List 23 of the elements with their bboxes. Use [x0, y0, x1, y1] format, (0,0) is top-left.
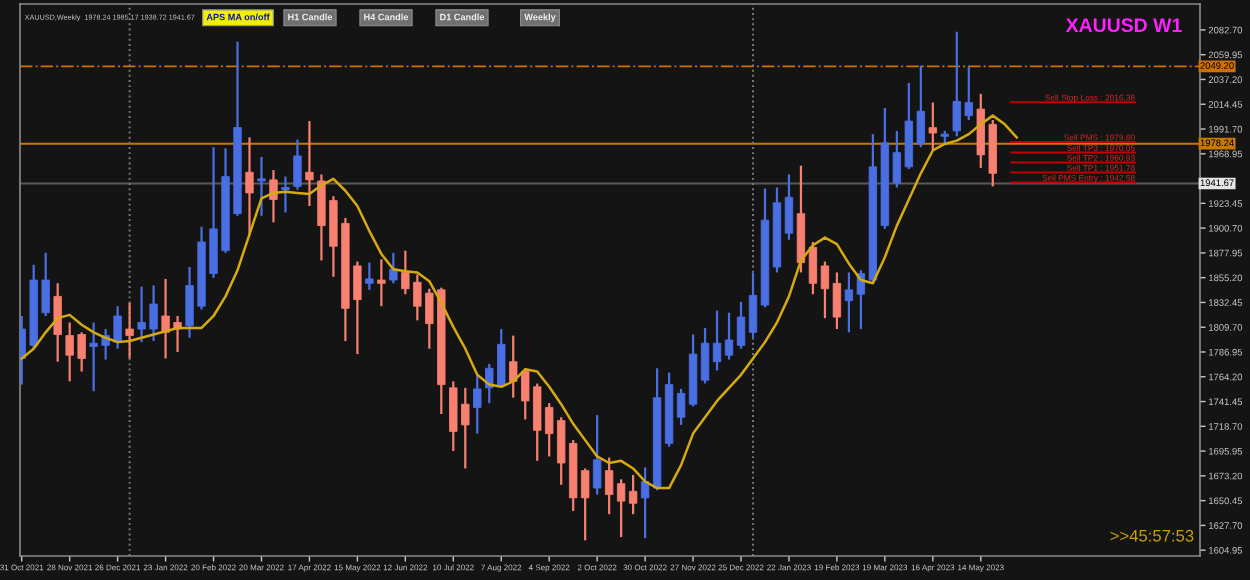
candlestick [724, 311, 734, 361]
candlestick [53, 282, 62, 363]
candlestick [257, 155, 266, 217]
candlestick [748, 271, 758, 339]
candlestick [365, 261, 374, 291]
candlestick [245, 136, 254, 237]
candlestick [281, 175, 290, 214]
candlestick [125, 301, 134, 360]
candlestick [808, 240, 818, 296]
candlestick [700, 326, 710, 385]
candlestick [389, 251, 398, 285]
candlestick [377, 258, 386, 308]
candlestick [592, 413, 602, 496]
annotation: >>45:57:53 [1110, 529, 1194, 542]
candlestick [832, 271, 842, 331]
candlestick [820, 260, 830, 320]
candlestick [784, 173, 794, 241]
candlestick [928, 101, 938, 152]
candlestick [712, 309, 722, 372]
candlestick [736, 300, 746, 350]
candlestick [269, 168, 278, 224]
text: XAUUSD W1 [1065, 18, 1182, 33]
candlestick [293, 138, 302, 191]
